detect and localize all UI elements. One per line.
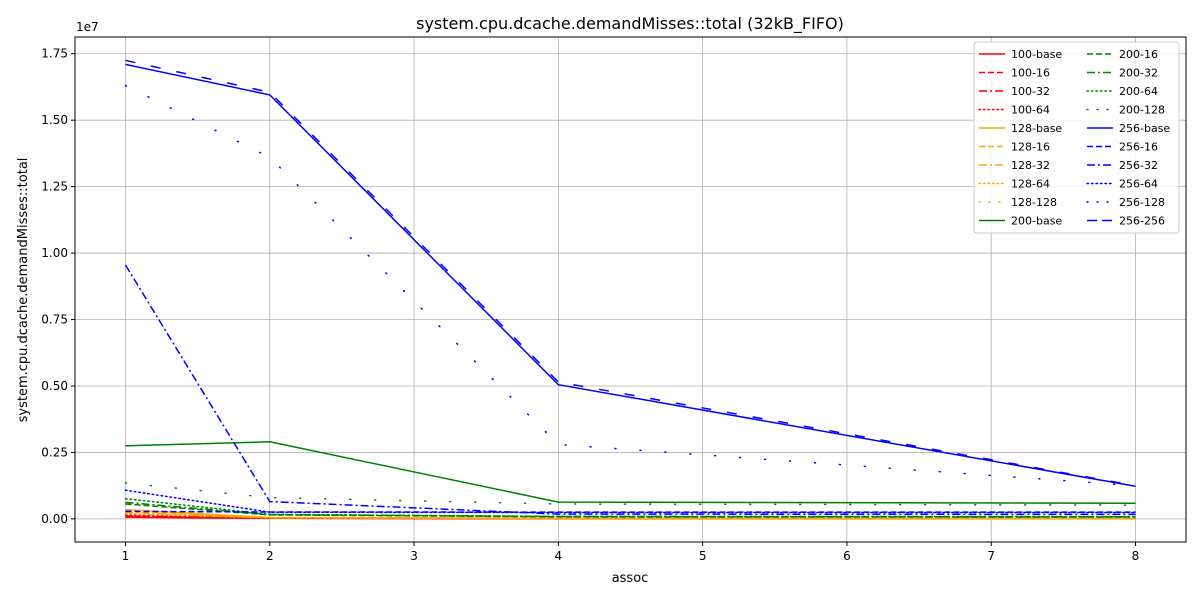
legend-entry-128-16: 128-16	[979, 141, 1050, 154]
x-tick-label: 7	[987, 549, 995, 563]
legend-label: 256-128	[1119, 196, 1165, 209]
legend-entry-128-64: 128-64	[978, 178, 1050, 191]
series-line-256-16	[125, 510, 1136, 513]
legend-label: 256-16	[1119, 141, 1158, 154]
x-tick-label: 5	[699, 549, 707, 563]
legend-entry-200-64: 200-64	[1086, 85, 1158, 98]
y-tick-label: 0.25	[41, 445, 68, 459]
legend-entry-128-128: 128-128	[978, 196, 1057, 209]
legend-label: 256-32	[1119, 159, 1158, 172]
legend-label: 128-16	[1011, 141, 1050, 154]
legend-label: 100-32	[1011, 85, 1050, 98]
x-tick-label: 6	[843, 549, 851, 563]
series-lines	[124, 59, 1137, 520]
series-line-200-base	[125, 441, 1136, 504]
legend-entry-200-32: 200-32	[1087, 67, 1158, 80]
legend-entry-200-128: 200-128	[1086, 104, 1165, 117]
series-line-256-64	[124, 489, 1137, 514]
legend-label: 256-base	[1119, 122, 1170, 135]
legend-entry-100-base: 100-base	[979, 48, 1062, 61]
legend-label: 100-base	[1011, 48, 1062, 61]
legend-label: 100-64	[1011, 104, 1050, 117]
chart-title: system.cpu.dcache.demandMisses::total (3…	[416, 14, 844, 34]
legend-entry-128-32: 128-32	[979, 159, 1050, 172]
x-tick-label: 2	[266, 549, 274, 563]
legend-entry-200-16: 200-16	[1087, 48, 1158, 61]
plot-area-frame	[74, 36, 1187, 543]
legend-label: 100-16	[1011, 67, 1050, 80]
x-tick-label: 1	[122, 549, 130, 563]
legend-entry-256-16: 256-16	[1087, 141, 1158, 154]
legend-label: 200-32	[1119, 67, 1158, 80]
legend-entry-100-16: 100-16	[979, 67, 1050, 80]
legend-label: 200-base	[1011, 215, 1062, 228]
y-axis-ticks: 0.00 0.25 0.50 0.75 1.00 1.25 1.50 1.75	[41, 47, 75, 526]
legend-label: 200-64	[1119, 85, 1158, 98]
legend-entry-256-base: 256-base	[1087, 122, 1170, 135]
y-tick-label: 1.75	[41, 47, 68, 61]
x-axis-ticks: 1 2 3 4 5 6 7 8	[122, 542, 1140, 563]
y-tick-label: 1.50	[41, 113, 68, 127]
x-tick-label: 4	[555, 549, 563, 563]
y-tick-label: 0.75	[41, 313, 68, 327]
x-axis-label: assoc	[612, 571, 649, 586]
y-tick-label: 0.50	[41, 379, 68, 393]
series-line-128-64	[124, 512, 1137, 520]
legend-entry-128-base: 128-base	[979, 122, 1062, 135]
legend-entry-256-128: 256-128	[1086, 196, 1165, 209]
legend-label: 256-256	[1119, 215, 1165, 228]
legend-label: 200-16	[1119, 48, 1158, 61]
x-tick-label: 3	[410, 549, 418, 563]
legend-entry-100-32: 100-32	[979, 85, 1050, 98]
legend-label: 128-32	[1011, 159, 1050, 172]
legend-label: 256-64	[1119, 178, 1158, 191]
y-tick-label: 1.25	[41, 180, 68, 194]
legend-label: 128-base	[1011, 122, 1062, 135]
legend-entry-200-base: 200-base	[979, 215, 1062, 228]
series-line-256-32	[124, 264, 1136, 516]
legend-label: 200-128	[1119, 104, 1165, 117]
legend: 100-base 100-16 100-32 100-64 128-base 128-16…	[973, 41, 1180, 234]
legend-entry-256-32: 256-32	[1087, 159, 1158, 172]
y-axis-label: system.cpu.dcache.demandMisses::total	[16, 158, 31, 423]
legend-entry-100-64: 100-64	[978, 104, 1050, 117]
legend-entry-256-64: 256-64	[1086, 178, 1158, 191]
series-line-256-base	[125, 63, 1136, 487]
y-tick-label: 0.00	[41, 512, 68, 526]
y-tick-label: 1.00	[41, 246, 68, 260]
legend-label: 128-128	[1011, 196, 1057, 209]
legend-label: 128-64	[1011, 178, 1050, 191]
legend-entry-256-256: 256-256	[1087, 215, 1165, 228]
series-line-200-64	[124, 497, 1137, 518]
x-tick-label: 8	[1132, 549, 1140, 563]
y-axis-offset-label: 1e7	[76, 20, 99, 34]
legend-frame	[973, 41, 1180, 234]
